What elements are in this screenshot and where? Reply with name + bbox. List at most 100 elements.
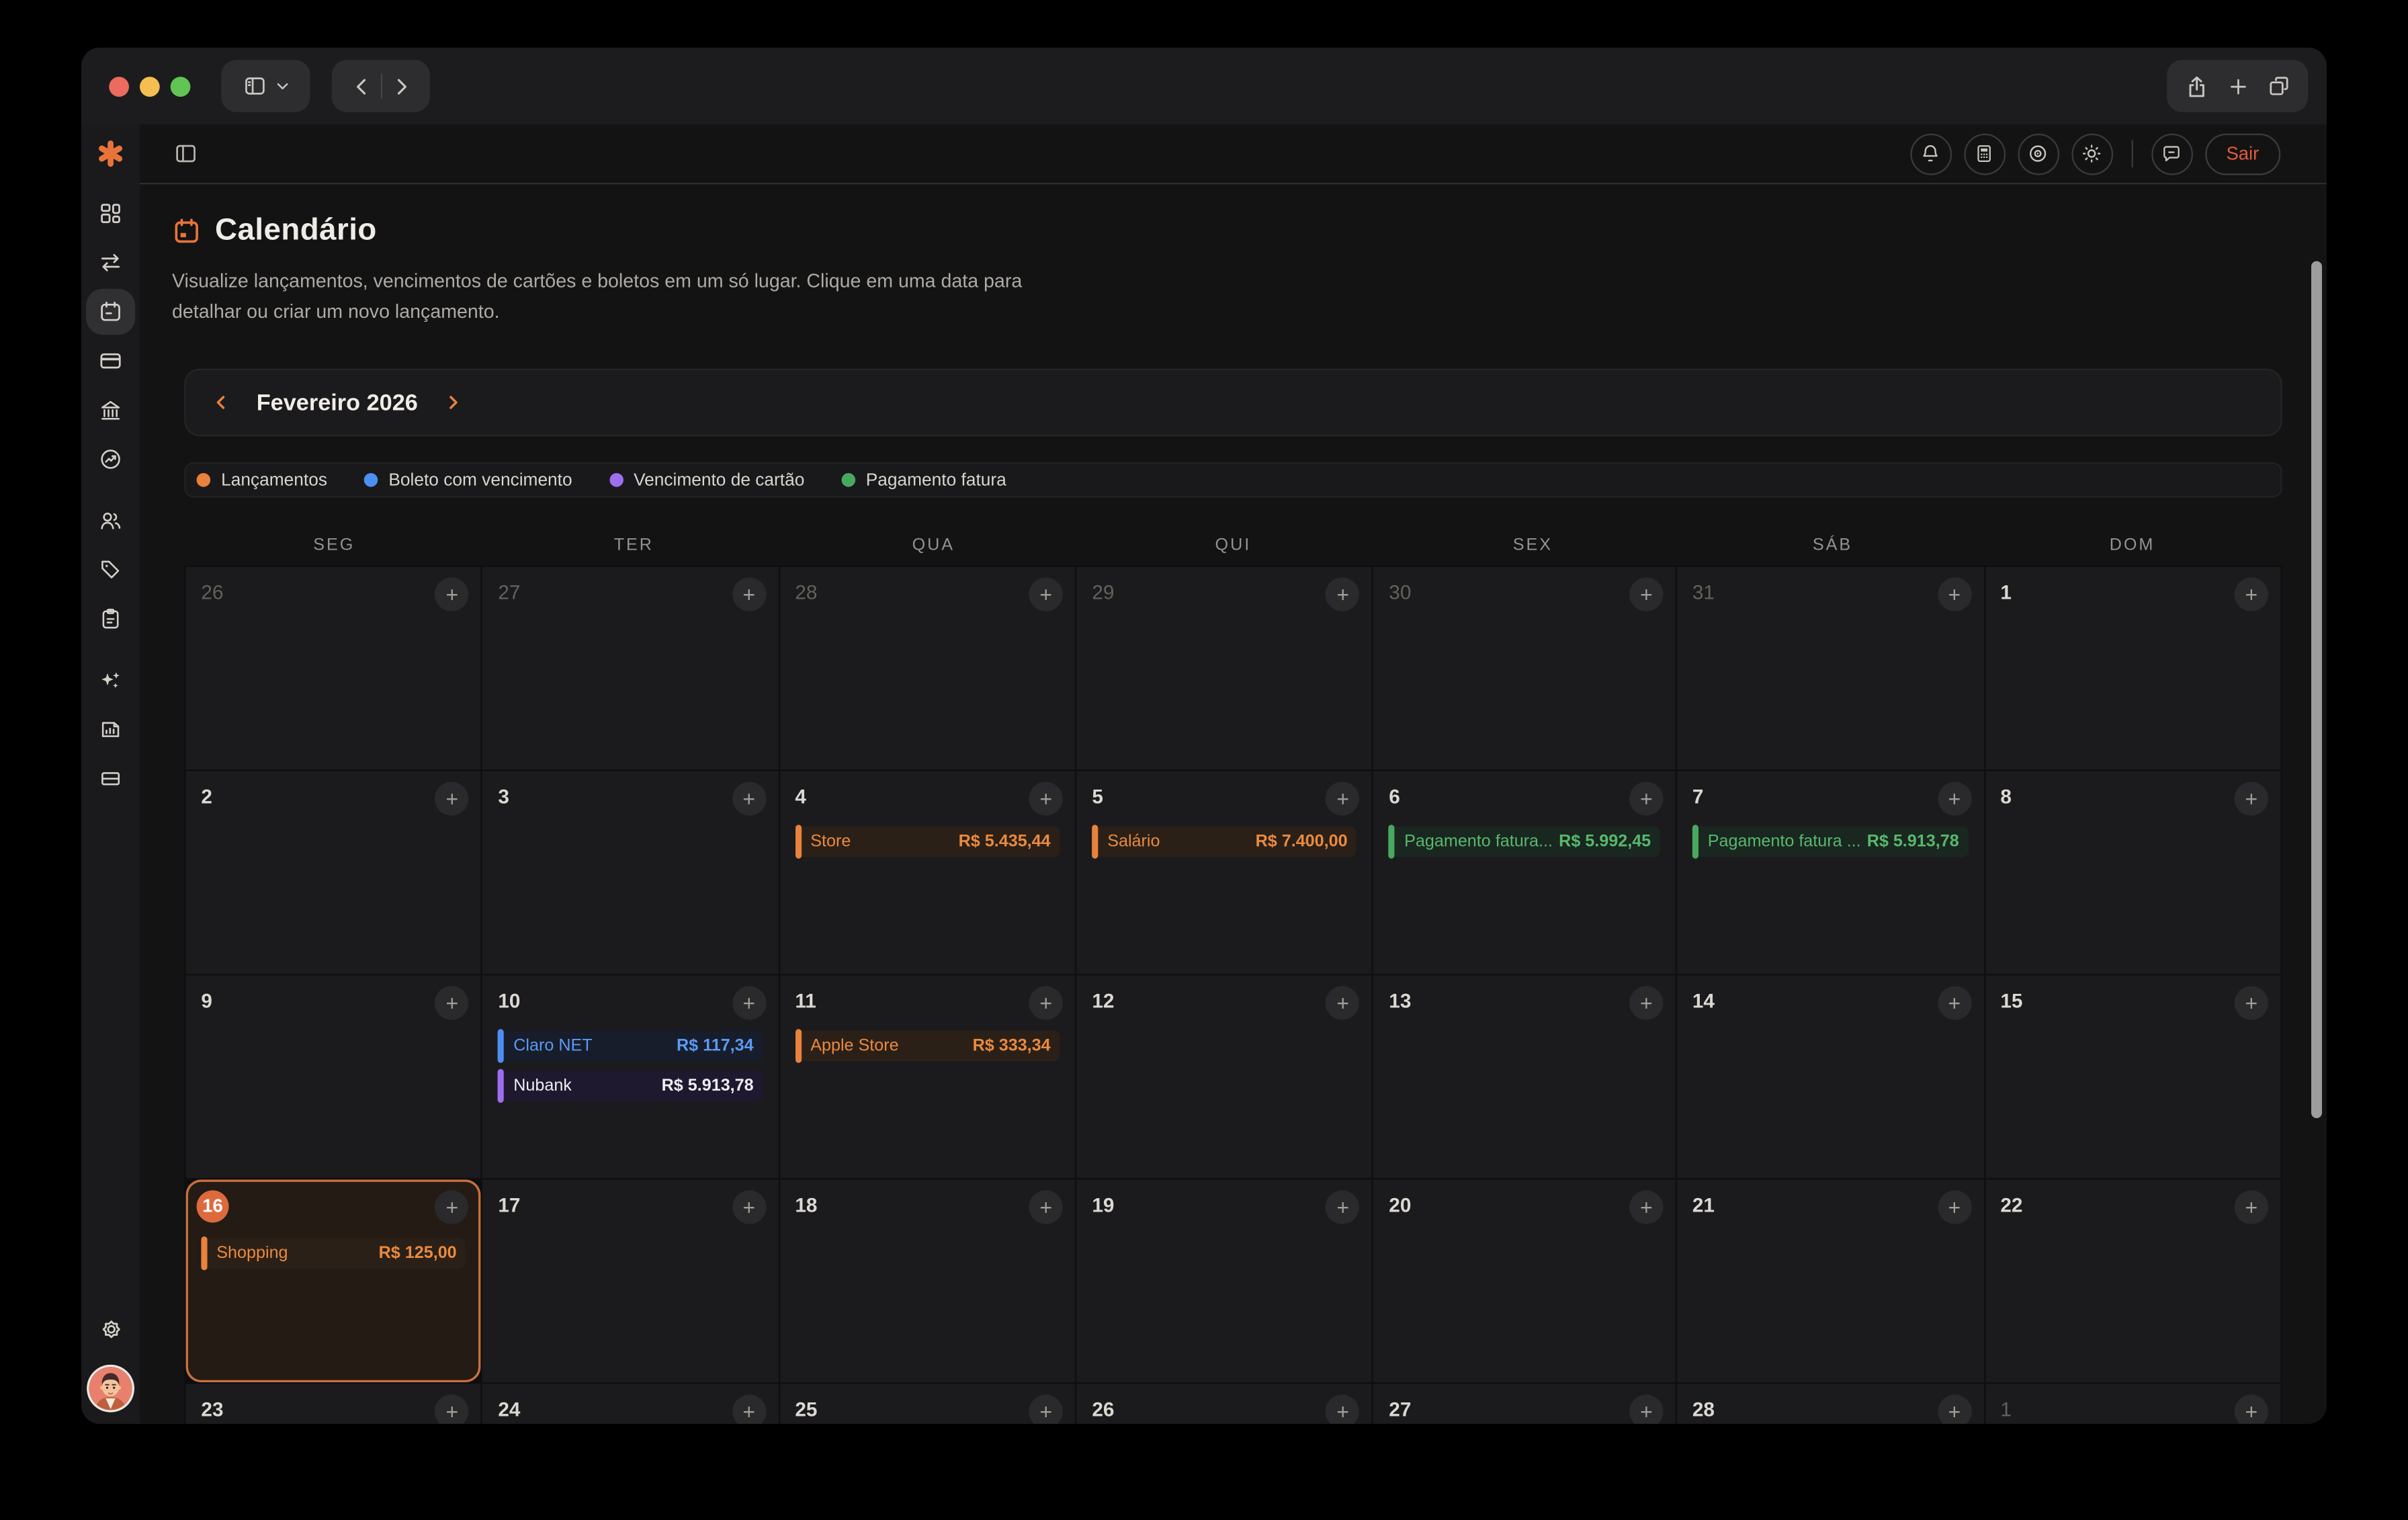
add-event-button[interactable]: + <box>2234 577 2268 611</box>
sidebar-item-clipboard[interactable] <box>86 596 135 642</box>
sidebar-item-accounts[interactable] <box>86 756 135 802</box>
add-event-button[interactable]: + <box>1326 986 1360 1020</box>
traffic-light-close[interactable] <box>109 76 129 96</box>
avatar[interactable] <box>89 1367 132 1410</box>
forward-button[interactable] <box>389 75 412 97</box>
previous-month-button[interactable] <box>204 382 238 422</box>
sidebar-item-ai[interactable] <box>86 657 135 704</box>
feedback-button[interactable] <box>2151 132 2193 175</box>
scrollbar-thumb[interactable] <box>2311 261 2322 1118</box>
calendar-event[interactable]: Store R$ 5.435,44 <box>795 825 1060 859</box>
sidebar-item-users[interactable] <box>86 498 135 544</box>
sidebar-item-reports[interactable] <box>86 706 135 753</box>
add-event-button[interactable]: + <box>1326 1394 1360 1424</box>
add-event-button[interactable]: + <box>1029 1394 1063 1424</box>
share-button[interactable] <box>2184 73 2210 99</box>
traffic-light-zoom[interactable] <box>170 76 191 96</box>
calendar-day-cell[interactable]: 15 + <box>1985 975 2281 1179</box>
calendar-day-cell[interactable]: 12 + <box>1076 975 1373 1179</box>
calendar-day-cell[interactable]: 8 + <box>1985 771 2281 974</box>
add-event-button[interactable]: + <box>732 1190 766 1224</box>
add-event-button[interactable]: + <box>2234 782 2268 816</box>
add-event-button[interactable]: + <box>1326 577 1360 611</box>
calendar-day-cell[interactable]: 10 + Claro NET R$ 117,34 Nubank R$ 5.913,78 <box>482 975 779 1179</box>
calendar-day-cell[interactable]: 13 + <box>1373 975 1676 1179</box>
add-event-button[interactable]: + <box>1937 986 1971 1020</box>
add-event-button[interactable]: + <box>1629 1394 1664 1424</box>
add-event-button[interactable]: + <box>435 1190 469 1224</box>
next-month-button[interactable] <box>436 382 470 422</box>
calendar-day-cell[interactable]: 28 + <box>779 566 1076 770</box>
panel-toggle-button[interactable] <box>173 141 198 166</box>
calendar-day-cell[interactable]: 5 + Salário R$ 7.400,00 <box>1076 771 1373 974</box>
calendar-day-cell[interactable]: 4 + Store R$ 5.435,44 <box>779 771 1076 974</box>
sidebar-item-tags[interactable] <box>86 547 135 593</box>
add-event-button[interactable]: + <box>1937 1394 1971 1424</box>
theme-button[interactable] <box>2071 132 2113 175</box>
calendar-day-cell[interactable]: 19 + <box>1076 1179 1373 1383</box>
calendar-day-cell[interactable]: 26 + <box>185 566 482 770</box>
calendar-day-cell[interactable]: 24 + <box>482 1384 779 1424</box>
calendar-day-cell[interactable]: 31 + <box>1677 566 1984 770</box>
calendar-day-cell[interactable]: 29 + <box>1076 566 1373 770</box>
new-tab-button[interactable] <box>2227 75 2249 97</box>
sidebar-item-investments[interactable] <box>86 436 135 482</box>
browser-sidebar-toggle[interactable] <box>221 60 310 112</box>
calendar-day-cell[interactable]: 20 + <box>1373 1179 1676 1383</box>
tabs-button[interactable] <box>2267 74 2292 99</box>
hide-values-button[interactable] <box>2017 132 2059 175</box>
add-event-button[interactable]: + <box>435 986 469 1020</box>
sidebar-item-transfers[interactable] <box>86 240 135 286</box>
calendar-day-cell[interactable]: 23 + <box>185 1384 482 1424</box>
calendar-day-cell[interactable]: 16 + Shopping R$ 125,00 <box>185 1179 482 1383</box>
add-event-button[interactable]: + <box>1326 1190 1360 1224</box>
add-event-button[interactable]: + <box>1937 1190 1971 1224</box>
calendar-day-cell[interactable]: 21 + <box>1677 1179 1984 1383</box>
add-event-button[interactable]: + <box>1629 577 1664 611</box>
add-event-button[interactable]: + <box>1629 1190 1664 1224</box>
add-event-button[interactable]: + <box>2234 986 2268 1020</box>
calendar-event[interactable]: Pagamento fatura... R$ 5.992,45 <box>1389 825 1660 859</box>
add-event-button[interactable]: + <box>1029 577 1063 611</box>
add-event-button[interactable]: + <box>732 1394 766 1424</box>
calendar-day-cell[interactable]: 7 + Pagamento fatura ... R$ 5.913,78 <box>1677 771 1984 974</box>
sidebar-item-settings[interactable] <box>86 1306 135 1352</box>
calendar-day-cell[interactable]: 27 + <box>482 566 779 770</box>
add-event-button[interactable]: + <box>435 577 469 611</box>
calendar-day-cell[interactable]: 22 + <box>1985 1179 2281 1383</box>
calendar-day-cell[interactable]: 18 + <box>779 1179 1076 1383</box>
add-event-button[interactable]: + <box>1629 986 1664 1020</box>
add-event-button[interactable]: + <box>1029 986 1063 1020</box>
add-event-button[interactable]: + <box>1937 782 1971 816</box>
calendar-day-cell[interactable]: 3 + <box>482 771 779 974</box>
calendar-event[interactable]: Nubank R$ 5.913,78 <box>498 1068 763 1103</box>
calendar-event[interactable]: Salário R$ 7.400,00 <box>1092 825 1357 859</box>
logout-button[interactable]: Sair <box>2204 132 2281 175</box>
back-button[interactable] <box>349 75 372 97</box>
calendar-event[interactable]: Apple Store R$ 333,34 <box>795 1029 1060 1063</box>
calendar-day-cell[interactable]: 28 + <box>1677 1384 1984 1424</box>
add-event-button[interactable]: + <box>435 1394 469 1424</box>
sidebar-item-calendar[interactable] <box>85 288 136 335</box>
calendar-day-cell[interactable]: 11 + Apple Store R$ 333,34 <box>779 975 1076 1179</box>
add-event-button[interactable]: + <box>1326 782 1360 816</box>
add-event-button[interactable]: + <box>2234 1190 2268 1224</box>
add-event-button[interactable]: + <box>435 782 469 816</box>
add-event-button[interactable]: + <box>732 782 766 816</box>
calendar-event[interactable]: Shopping R$ 125,00 <box>201 1235 466 1270</box>
calendar-day-cell[interactable]: 1 + <box>1985 566 2281 770</box>
calendar-day-cell[interactable]: 25 + <box>779 1384 1076 1424</box>
calculator-button[interactable] <box>1963 132 2006 175</box>
calendar-event[interactable]: Claro NET R$ 117,34 <box>498 1029 763 1063</box>
calendar-day-cell[interactable]: 1 + <box>1985 1384 2281 1424</box>
calendar-day-cell[interactable]: 6 + Pagamento fatura... R$ 5.992,45 <box>1373 771 1676 974</box>
traffic-light-minimize[interactable] <box>139 76 160 96</box>
add-event-button[interactable]: + <box>2234 1394 2268 1424</box>
sidebar-item-bank[interactable] <box>86 387 135 433</box>
calendar-day-cell[interactable]: 9 + <box>185 975 482 1179</box>
sidebar-item-dashboard[interactable] <box>86 190 135 237</box>
sidebar-item-cards[interactable] <box>86 338 135 384</box>
notifications-button[interactable] <box>1909 132 1952 175</box>
calendar-day-cell[interactable]: 17 + <box>482 1179 779 1383</box>
calendar-day-cell[interactable]: 26 + <box>1076 1384 1373 1424</box>
